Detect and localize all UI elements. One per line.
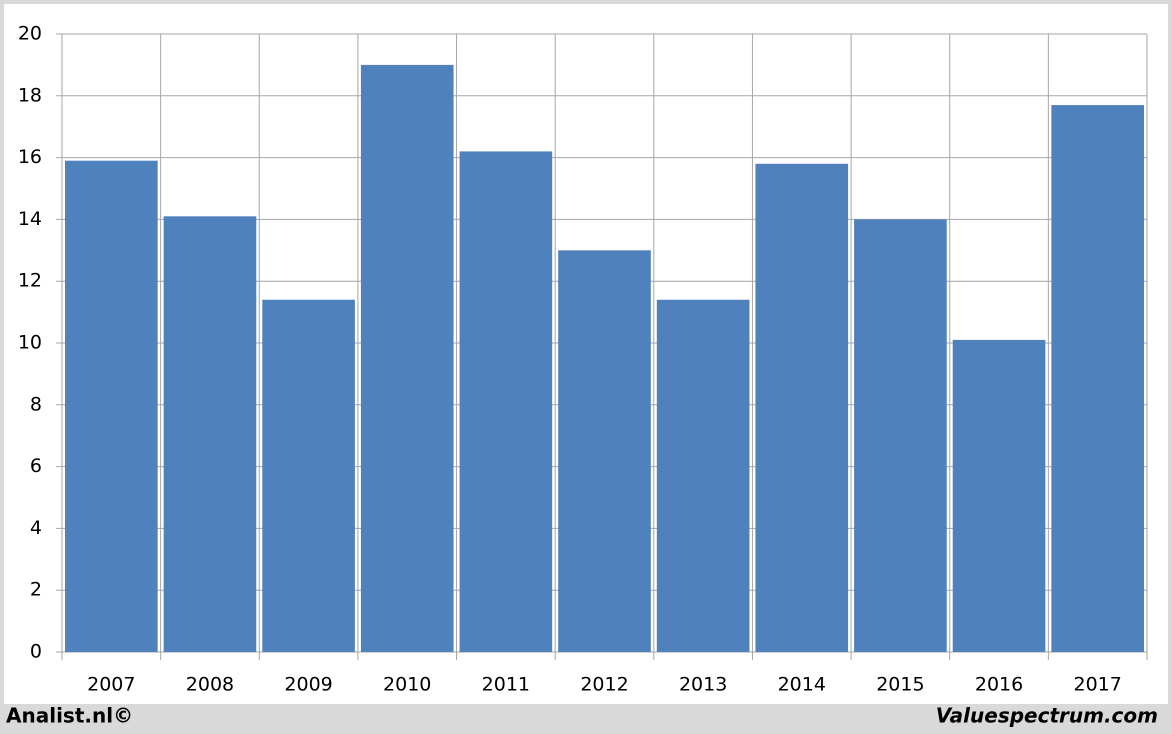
x-tick-label: 2017 — [1074, 674, 1122, 696]
x-tick-label: 2008 — [186, 674, 234, 696]
y-tick-label: 14 — [18, 208, 42, 230]
bar — [262, 299, 355, 652]
bar — [952, 339, 1046, 652]
y-tick-label: 10 — [18, 332, 42, 354]
x-tick-label: 2007 — [87, 674, 135, 696]
footer-left: Analist.nl© — [6, 704, 133, 728]
bar — [854, 219, 947, 652]
x-tick-label: 2009 — [284, 674, 332, 696]
x-tick-label: 2010 — [383, 674, 431, 696]
bar — [459, 151, 553, 653]
y-tick-label: 8 — [30, 393, 42, 415]
bar — [360, 64, 454, 652]
bar — [163, 216, 257, 652]
bar — [656, 299, 750, 652]
y-tick-label: 2 — [30, 579, 42, 601]
footer-right: Valuespectrum.com — [936, 704, 1158, 728]
x-tick-label: 2013 — [679, 674, 727, 696]
y-tick-label: 4 — [30, 517, 42, 539]
y-tick-label: 20 — [18, 23, 42, 45]
y-tick-label: 12 — [18, 270, 42, 292]
y-tick-label: 18 — [18, 84, 42, 106]
x-tick-label: 2014 — [778, 674, 826, 696]
y-tick-label: 6 — [30, 455, 42, 477]
x-tick-label: 2011 — [482, 674, 530, 696]
x-tick-label: 2016 — [975, 674, 1023, 696]
y-tick-label: 0 — [30, 641, 42, 663]
bar — [558, 250, 651, 653]
bar — [755, 163, 849, 652]
bar — [65, 160, 158, 652]
x-tick-label: 2015 — [876, 674, 924, 696]
y-tick-label: 16 — [18, 146, 42, 168]
bar — [1051, 105, 1144, 652]
x-tick-label: 2012 — [580, 674, 628, 696]
